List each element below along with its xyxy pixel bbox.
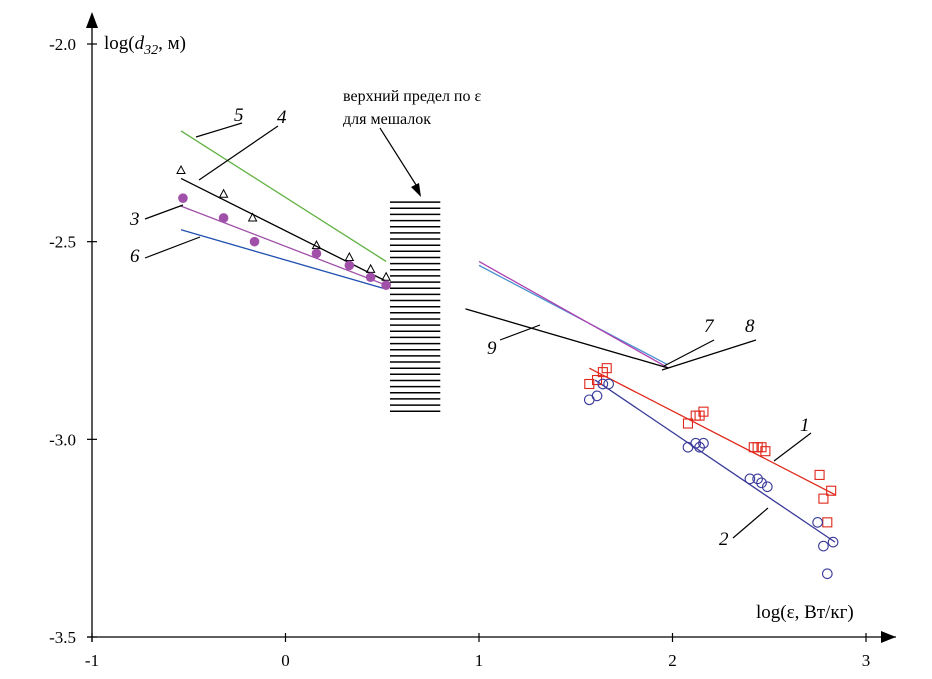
y-tick-label: -3.5 — [49, 628, 76, 647]
x-axis-title: log(ε, Вт/кг) — [756, 602, 854, 623]
annotation-line-1: верхний предел по ε — [343, 88, 481, 105]
point-series-2 — [591, 390, 603, 402]
fit-line-8 — [478, 260, 669, 369]
fit-line-3 — [180, 205, 387, 286]
fit-line-5 — [180, 130, 387, 262]
data-markers — [176, 164, 839, 580]
point-series-2 — [694, 441, 705, 453]
point-series-2 — [752, 473, 763, 485]
point-series-2 — [827, 536, 839, 548]
point-series-1 — [826, 485, 837, 496]
curve-label-8: 8 — [745, 316, 755, 337]
point-series-2 — [603, 378, 614, 390]
point-series-2 — [821, 568, 833, 580]
fit-line-6 — [180, 229, 387, 290]
x-tick-label: 3 — [862, 651, 871, 670]
leader-9 — [499, 324, 541, 341]
point-series-4 — [176, 164, 186, 175]
axes: -1 0 1 2 3 -2.0 -2.5 -3.0 -3.5 — [49, 12, 896, 670]
point-series-4 — [365, 263, 376, 273]
curve-label-4: 4 — [277, 107, 287, 128]
leader-8 — [661, 339, 757, 371]
leader-5 — [195, 122, 243, 138]
y-axis-arrow — [86, 12, 98, 28]
point-series-1 — [601, 363, 612, 374]
point-series-3 — [218, 213, 229, 223]
fit-lines — [180, 130, 836, 543]
point-series-3 — [178, 193, 188, 203]
point-series-3 — [344, 260, 355, 271]
leader-6 — [144, 236, 201, 259]
annotation-arrow-line — [379, 127, 419, 189]
x-tick-label: 1 — [475, 651, 484, 670]
point-series-3 — [249, 236, 260, 247]
curve-label-2: 2 — [719, 529, 729, 550]
point-series-1 — [760, 446, 771, 457]
fit-line-4 — [180, 177, 387, 282]
point-series-4 — [381, 271, 391, 281]
point-series-2 — [812, 517, 823, 528]
leader-4 — [198, 125, 279, 181]
y-tick-label: -2.5 — [49, 233, 76, 252]
x-tick-label: 2 — [668, 651, 677, 670]
curve-label-5: 5 — [234, 105, 244, 126]
label-leaders — [144, 122, 812, 539]
leader-7 — [663, 339, 715, 367]
leader-3 — [144, 204, 184, 220]
fit-line-1 — [588, 367, 836, 496]
x-tick-label: 0 — [281, 651, 290, 670]
point-series-2 — [756, 477, 767, 489]
fit-line-9 — [465, 308, 669, 369]
curve-label-3: 3 — [129, 209, 140, 230]
point-series-4 — [344, 251, 355, 261]
point-series-1 — [822, 517, 833, 528]
y-tick-label: -3.0 — [49, 430, 76, 449]
point-series-4 — [218, 188, 229, 198]
point-series-2 — [818, 540, 829, 552]
point-series-2 — [690, 437, 702, 449]
y-axis-title: log(d32, м) — [104, 33, 186, 58]
point-series-1 — [814, 469, 825, 480]
curve-label-9: 9 — [487, 338, 497, 359]
leader-2 — [732, 507, 769, 539]
curve-label-7: 7 — [704, 316, 715, 337]
point-series-3 — [381, 280, 391, 290]
leader-1 — [773, 432, 812, 462]
point-series-2 — [761, 481, 773, 493]
point-series-3 — [365, 272, 376, 283]
fit-line-2 — [594, 379, 836, 543]
point-series-1 — [698, 406, 709, 417]
x-tick-label: -1 — [85, 651, 99, 670]
point-series-1 — [818, 493, 829, 504]
annotation-arrow-head — [411, 183, 421, 197]
text-labels: log(d32, м) log(ε, Вт/кг) верхний предел… — [104, 33, 854, 623]
point-series-4 — [311, 240, 322, 250]
point-series-2 — [744, 473, 756, 485]
point-series-3 — [311, 248, 322, 259]
point-series-1 — [591, 374, 603, 386]
point-series-4 — [247, 212, 258, 222]
point-series-2 — [597, 378, 609, 390]
mixer-limit-hatch — [389, 201, 441, 412]
point-series-2 — [698, 437, 709, 449]
curve-label-1: 1 — [800, 415, 810, 436]
curve-label-6: 6 — [130, 246, 140, 267]
x-axis-arrow — [881, 631, 896, 643]
annotation-line-2: для мешалок — [343, 111, 431, 128]
point-series-1 — [682, 418, 694, 429]
y-tick-label: -2.0 — [49, 35, 76, 54]
